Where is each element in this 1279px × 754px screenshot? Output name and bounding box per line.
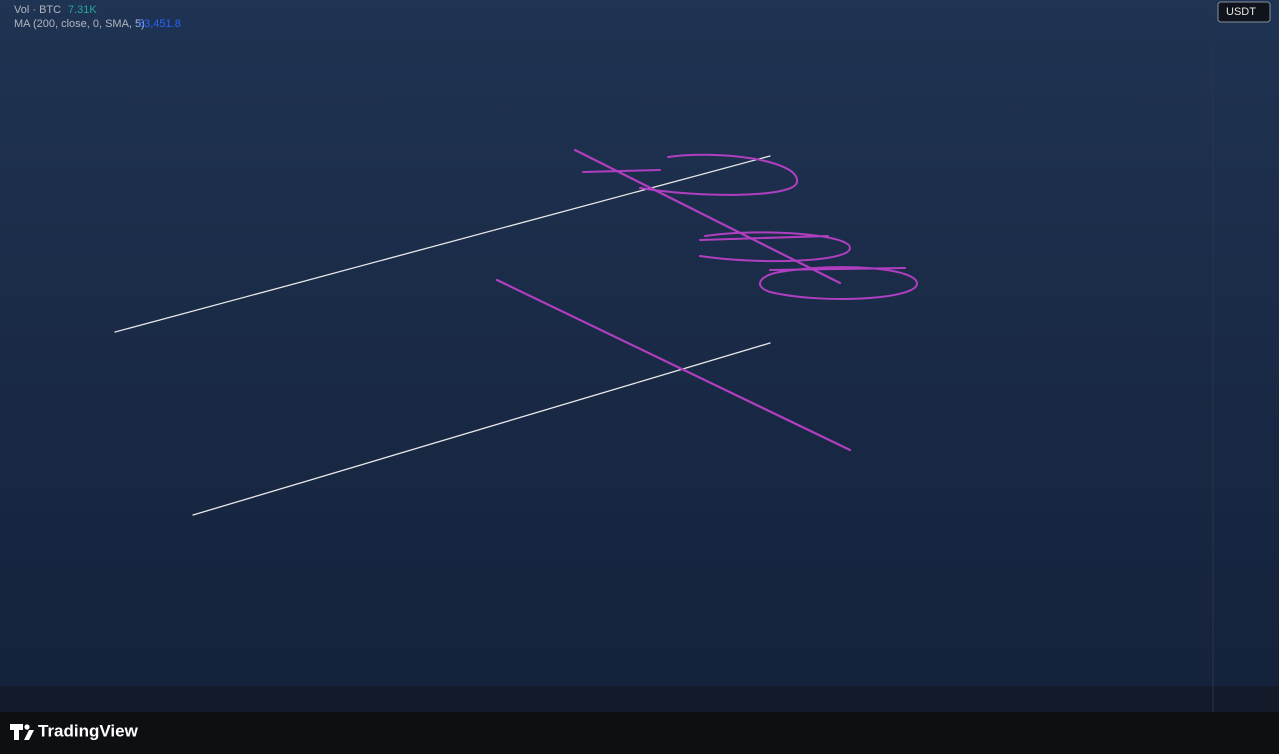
- ma-legend-value: 63,451.8: [138, 18, 181, 30]
- logo-mark: [24, 724, 30, 730]
- brand-name: TradingView: [38, 721, 139, 740]
- volume-legend-value: 7.31K: [68, 4, 97, 16]
- volume-legend: Vol · BTC: [14, 4, 61, 16]
- logo-mark: [24, 730, 34, 740]
- currency: USDT: [1226, 6, 1256, 18]
- currency-box: [1217, 1, 1271, 23]
- ellipse-drawing: [759, 266, 919, 300]
- drawings: [114, 148, 919, 516]
- brand: TradingView: [10, 721, 139, 740]
- time-axis-background: [0, 686, 1279, 712]
- channel-top: [114, 155, 771, 333]
- ellipse-drawing: [699, 231, 852, 263]
- channel-bottom: [192, 342, 771, 516]
- legend: Vol · BTC 7.31K MA (200, close, 0, SMA, …: [14, 4, 181, 30]
- footer: [0, 712, 1279, 754]
- logo-mark: [10, 724, 23, 740]
- ma-legend: MA (200, close, 0, SMA, 5): [14, 18, 145, 30]
- chart-background: [0, 0, 1279, 712]
- ellipse-drawing: [582, 153, 799, 196]
- trend-line: [495, 278, 852, 452]
